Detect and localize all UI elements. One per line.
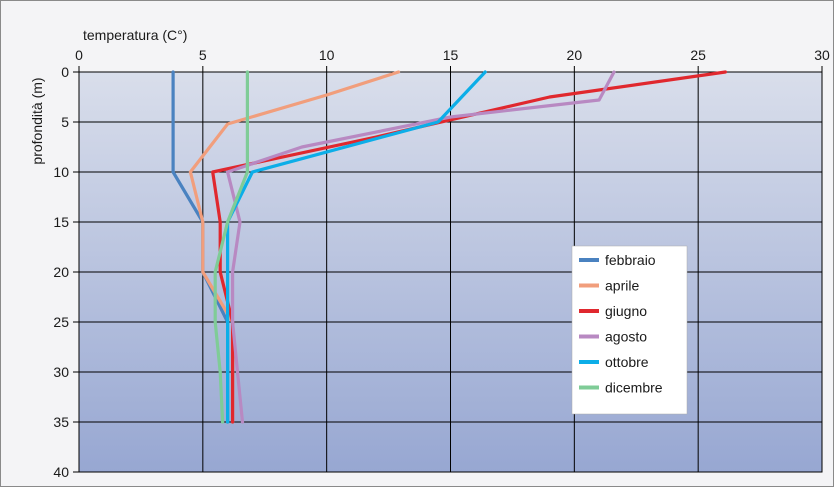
legend-label-febbraio: febbraio	[605, 252, 656, 268]
legend-label-ottobre: ottobre	[605, 354, 649, 370]
series-line-dicembre	[213, 70, 249, 424]
legend-label-agosto: agosto	[605, 329, 647, 345]
y-tick-label: 0	[61, 64, 69, 80]
x-tick-label: 5	[199, 47, 207, 63]
y-axis-title: profondità (m)	[29, 77, 45, 164]
x-axis-title: temperatura (C°)	[83, 27, 187, 43]
legend-label-aprile: aprile	[605, 278, 639, 294]
series-lines	[171, 70, 727, 424]
y-axis-ticks: 0 5 10 15 20 25 30 35 40	[53, 64, 79, 480]
y-tick-label: 40	[53, 464, 69, 480]
series-line-ottobre	[226, 70, 487, 424]
legend-label-dicembre: dicembre	[605, 380, 663, 396]
y-tick-label: 15	[53, 214, 69, 230]
legend-label-giugno: giugno	[605, 303, 647, 319]
x-tick-label: 25	[690, 47, 706, 63]
x-tick-label: 15	[443, 47, 459, 63]
y-tick-label: 30	[53, 364, 69, 380]
y-tick-label: 35	[53, 414, 69, 430]
y-tick-label: 20	[53, 264, 69, 280]
series-line-agosto	[226, 70, 616, 424]
x-tick-label: 0	[75, 47, 83, 63]
x-tick-label: 30	[814, 47, 830, 63]
x-axis-ticks: 0 5 10 15 20 25 30	[75, 47, 830, 72]
legend: febbraio aprile giugno agosto ottobre dicembr…	[571, 245, 688, 415]
x-tick-label: 10	[319, 47, 335, 63]
y-tick-label: 5	[61, 114, 69, 130]
x-tick-label: 20	[567, 47, 583, 63]
y-tick-label: 25	[53, 314, 69, 330]
y-tick-label: 10	[53, 164, 69, 180]
series-line-giugno	[211, 70, 727, 424]
